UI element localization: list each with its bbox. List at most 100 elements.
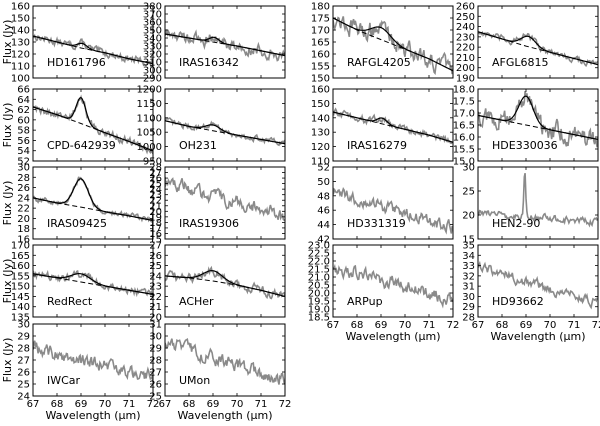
y-tick-label: 27 (149, 368, 162, 379)
x-tick-label: 67 (159, 399, 172, 410)
y-tick-label: 29 (17, 332, 30, 343)
y-tick-label: 25 (17, 380, 30, 391)
axes-frame (164, 244, 286, 318)
y-tick-label: 145 (11, 292, 30, 303)
y-tick-label: 240 (456, 22, 475, 33)
x-tick-label: 69 (207, 399, 220, 410)
y-tick-label: 24 (149, 185, 162, 196)
panel-hde330036: 15.015.516.016.517.017.518.0 HDE330036 (453, 85, 599, 168)
x-tick-label: 71 (568, 320, 581, 331)
y-tick-label: 320 (143, 50, 162, 61)
y-tick-label: 110 (311, 157, 330, 168)
fit-line (33, 35, 153, 65)
axes-frame (32, 88, 154, 162)
spectrum-line (33, 340, 153, 382)
y-tick-label: 17 (149, 223, 162, 234)
y-tick-label: 17.5 (453, 97, 475, 108)
y-tick-label: 29 (462, 302, 475, 313)
y-tick-label: 16.0 (453, 133, 475, 144)
fit-line (478, 31, 598, 66)
fit-line (33, 273, 153, 295)
axes-frame (164, 166, 286, 240)
y-tick-label: 33 (462, 261, 475, 272)
y-tick-label: 24 (149, 271, 162, 282)
y-tick-label: 19 (149, 212, 162, 223)
y-tick-label: 150 (311, 74, 330, 85)
x-tick-label: 69 (75, 399, 88, 410)
y-tick-label: 26 (149, 251, 162, 262)
object-label: IWCar (47, 374, 81, 387)
y-tick-label: 380 (143, 2, 162, 13)
y-tick-label: 180 (311, 2, 330, 13)
y-tick-label: 160 (311, 50, 330, 61)
panel-arpup: 18.519.019.520.020.521.021.522.022.523.0… (308, 241, 460, 344)
y-tick-label: 64 (17, 95, 30, 106)
object-label: AFGL6815 (492, 56, 549, 69)
axes-frame (477, 166, 599, 240)
y-tick-label: 18 (17, 224, 30, 235)
y-tick-label: 26 (17, 368, 30, 379)
axes-frame (332, 244, 454, 318)
y-tick-label: 28 (17, 173, 30, 184)
y-tick-label: 160 (311, 85, 330, 96)
y-tick-label: 20.5 (308, 281, 330, 292)
x-tick-label: 67 (472, 320, 485, 331)
y-tick-label: 140 (311, 113, 330, 124)
y-tick-label: 175 (311, 14, 330, 25)
y-tick-label: 23 (149, 190, 162, 201)
fit-line (33, 178, 153, 222)
object-label: IRAS19306 (179, 217, 239, 230)
y-tick-label: 22 (149, 292, 162, 303)
x-tick-label: 68 (496, 320, 509, 331)
y-tick-label: 18.5 (308, 313, 330, 324)
spectrum-line (165, 29, 285, 62)
y-tick-label: 58 (17, 126, 30, 137)
y-tick-label: 16 (17, 235, 30, 246)
y-tick-label: 27 (149, 241, 162, 252)
y-tick-label: 30 (149, 332, 162, 343)
axes-frame (164, 5, 286, 79)
y-tick-label: 25 (149, 179, 162, 190)
y-tick-label: 15 (462, 235, 475, 246)
object-label: IRAS16279 (347, 139, 407, 152)
y-tick-label: 62 (17, 105, 30, 116)
y-tick-label: 120 (311, 142, 330, 153)
object-label: IRAS16342 (179, 56, 239, 69)
y-tick-label: 27 (17, 356, 30, 367)
y-tick-label: 46 (317, 206, 330, 217)
y-tick-label: 950 (143, 157, 162, 168)
object-label: HEN2-90 (492, 217, 540, 230)
object-label: HD331319 (347, 217, 406, 230)
object-label: HD93662 (492, 295, 544, 308)
y-tick-label: 160 (11, 2, 30, 13)
y-tick-label: 150 (311, 99, 330, 110)
axes-frame (32, 244, 154, 318)
x-tick-label: 71 (123, 399, 136, 410)
y-tick-label: 44 (317, 220, 330, 231)
fit-line (165, 269, 285, 297)
y-tick-label: 110 (11, 62, 30, 73)
object-label: RedRect (47, 295, 93, 308)
x-axis-label: Wavelength (μm) (177, 409, 272, 422)
y-tick-label: 34 (462, 251, 475, 262)
object-label: OH231 (179, 139, 217, 152)
y-tick-label: 220 (456, 43, 475, 54)
y-tick-label: 21.0 (308, 273, 330, 284)
x-tick-label: 67 (27, 399, 40, 410)
y-tick-label: 200 (456, 63, 475, 74)
x-tick-label: 69 (520, 320, 533, 331)
y-tick-label: 170 (11, 241, 30, 252)
y-tick-label: 21 (149, 302, 162, 313)
y-tick-label: 22 (149, 196, 162, 207)
y-tick-label: 31 (149, 320, 162, 331)
y-tick-label: 48 (317, 191, 330, 202)
y-tick-label: 42 (317, 235, 330, 246)
spectrum-line (478, 90, 598, 148)
y-tick-label: 230 (456, 32, 475, 43)
y-tick-label: 35 (462, 241, 475, 252)
